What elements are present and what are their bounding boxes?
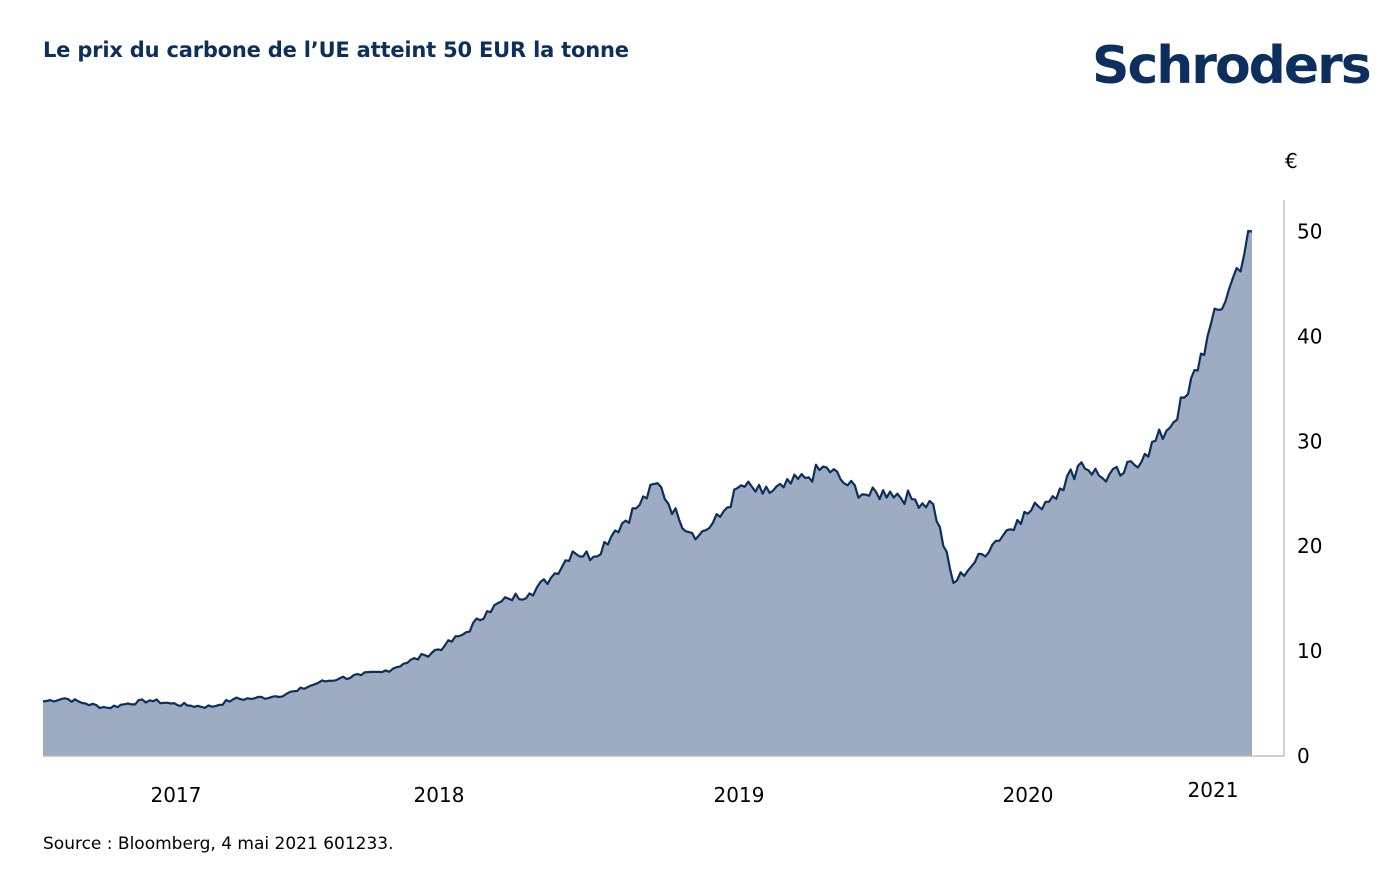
price-area xyxy=(43,231,1252,756)
y-tick-label: 0 xyxy=(1297,744,1310,768)
y-tick-label: 30 xyxy=(1297,429,1322,453)
y-axis: 0 10 20 30 40 50 € xyxy=(1283,149,1322,768)
y-axis-unit-label: € xyxy=(1285,149,1298,173)
y-tick-label: 50 xyxy=(1297,220,1322,244)
x-tick-label: 2019 xyxy=(714,783,765,807)
x-tick-label: 2020 xyxy=(1003,783,1054,807)
x-tick-label: 2017 xyxy=(151,783,202,807)
y-tick-label: 10 xyxy=(1297,639,1322,663)
price-line xyxy=(42,229,1253,710)
plot-area xyxy=(42,229,1253,756)
chart-title: Le prix du carbone de l’UE atteint 50 EU… xyxy=(43,38,629,62)
source-note: Source : Bloomberg, 4 mai 2021 601233. xyxy=(43,834,394,854)
y-tick-label: 20 xyxy=(1297,534,1322,558)
y-tick-label: 40 xyxy=(1297,324,1322,348)
x-axis: 2017 2018 2019 2020 2021 xyxy=(43,755,1284,807)
schroders-logo: Schroders xyxy=(1092,36,1372,96)
x-tick-label: 2021 xyxy=(1188,778,1239,802)
x-tick-label: 2018 xyxy=(414,783,465,807)
